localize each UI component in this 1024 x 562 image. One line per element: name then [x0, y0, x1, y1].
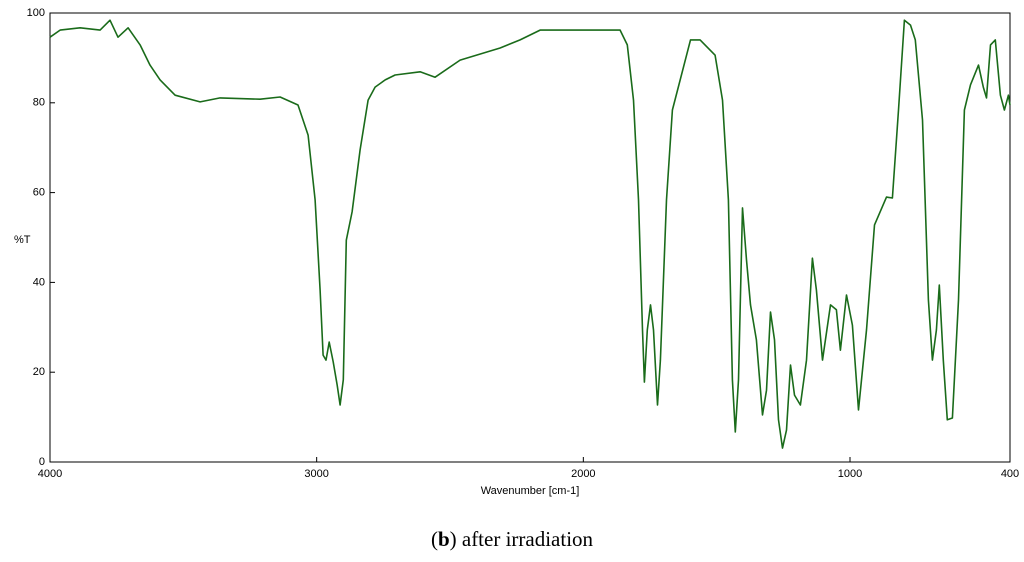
x-tick-label: 3000: [304, 468, 328, 480]
caption-part: (: [431, 527, 438, 551]
caption-label: b: [438, 527, 450, 551]
y-tick-label: 100: [27, 7, 45, 19]
x-tick-label: 1000: [838, 468, 862, 480]
y-tick-label: 80: [33, 97, 45, 109]
caption: (b) after irradiation: [431, 527, 594, 551]
y-tick-label: 0: [39, 456, 45, 468]
y-tick-label: 60: [33, 187, 45, 199]
x-axis-label: Wavenumber [cm-1]: [481, 485, 580, 497]
y-axis-label: %T: [14, 234, 31, 246]
plot-frame: [49, 12, 1011, 463]
x-tick-label: 4000: [38, 468, 62, 480]
x-tick-label: 400: [1001, 468, 1019, 480]
spectrum-line: [49, 19, 1011, 449]
caption-part: ) after irradiation: [450, 527, 594, 551]
y-tick-label: 40: [33, 276, 45, 288]
x-tick-label: 2000: [571, 468, 595, 480]
y-tick-label: 20: [33, 366, 45, 378]
